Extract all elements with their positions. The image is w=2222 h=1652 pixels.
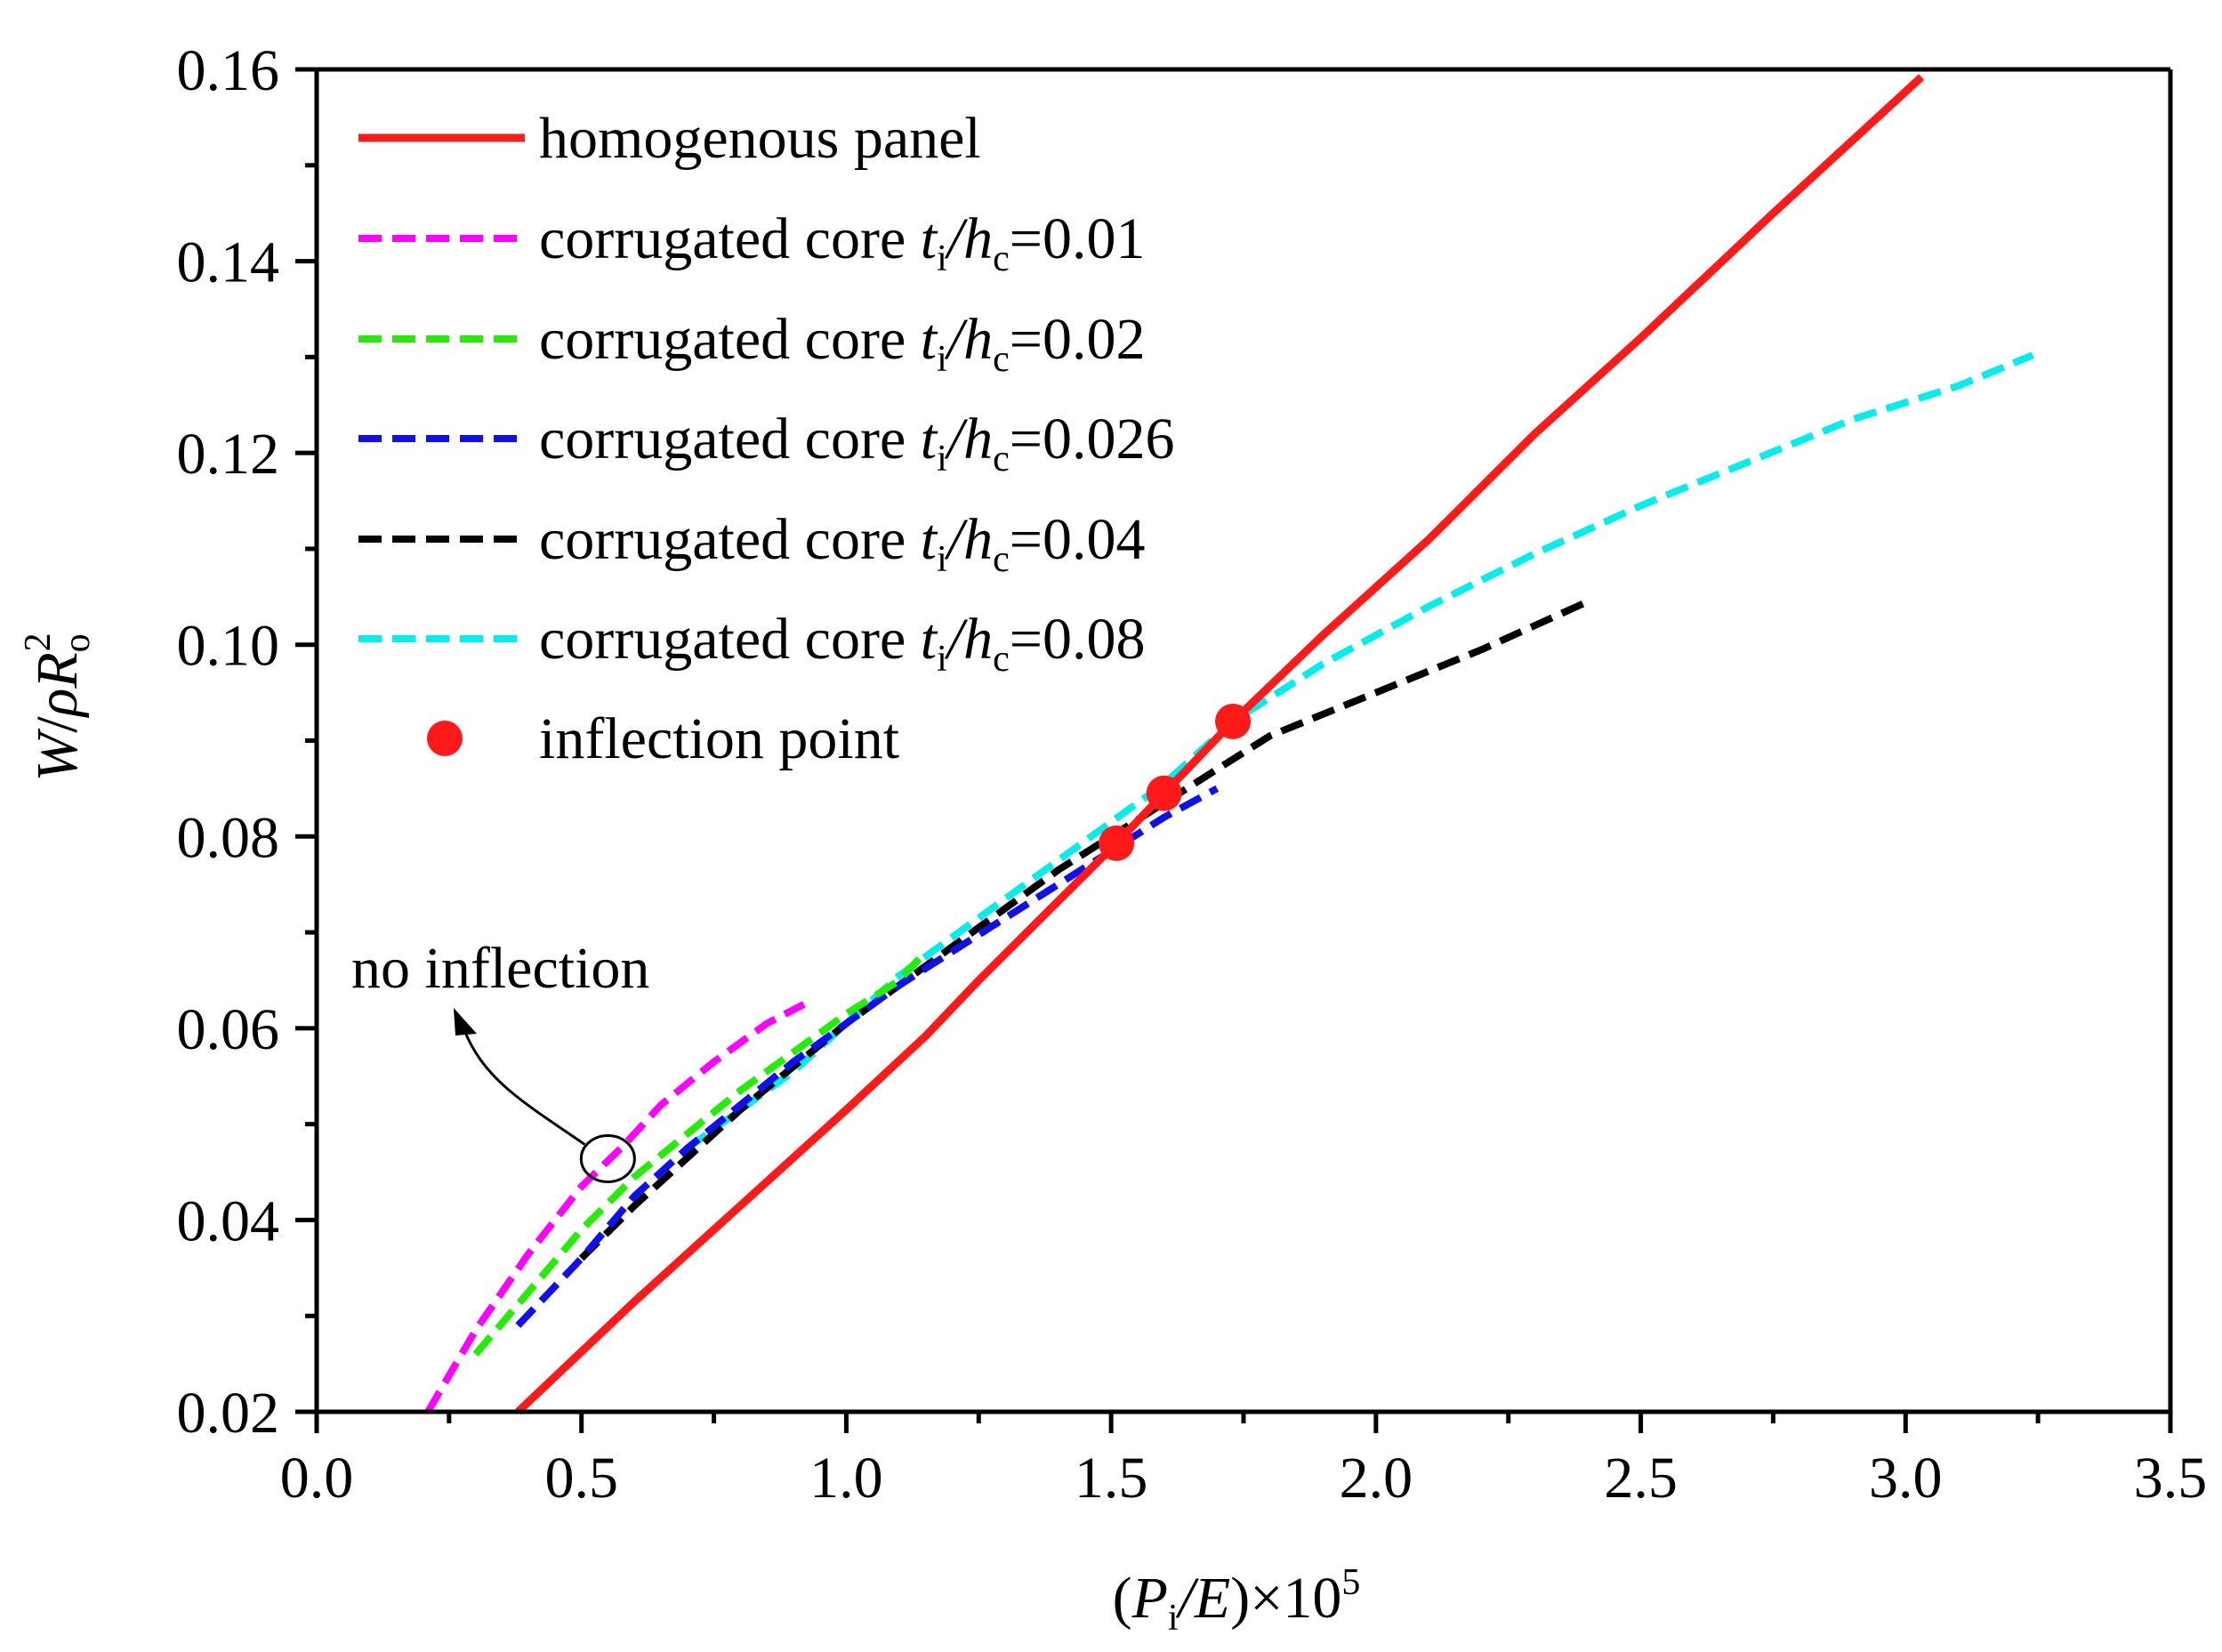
legend-label-h: /h bbox=[944, 607, 993, 672]
x-tick-label-3: 1.5 bbox=[1075, 1446, 1148, 1511]
legend-label-h-sub: c bbox=[993, 439, 1010, 479]
legend-marker-inflection bbox=[427, 721, 463, 756]
annotation: no inflection bbox=[351, 936, 649, 1183]
legend-label-t: t bbox=[921, 507, 938, 572]
legend-label-1: corrugated core ti/hc=0.01 bbox=[539, 206, 1146, 279]
legend-label-t-sub: i bbox=[937, 238, 947, 279]
legend-label-0: homogenous panel bbox=[539, 106, 981, 171]
annotation-text: no inflection bbox=[351, 936, 649, 1001]
x-tick-label-1: 0.5 bbox=[544, 1446, 618, 1511]
legend-label-prefix: corrugated core bbox=[539, 507, 921, 572]
legend-label-t: t bbox=[921, 407, 938, 471]
legend-label-prefix: corrugated core bbox=[539, 307, 921, 372]
legend-label-3: corrugated core ti/hc=0.026 bbox=[539, 407, 1175, 479]
series-line-2 bbox=[472, 948, 929, 1357]
legend-label-2: corrugated core ti/hc=0.02 bbox=[539, 307, 1146, 380]
y-tick-label-7: 0.16 bbox=[177, 38, 280, 103]
legend-label-inflection: inflection point bbox=[539, 706, 899, 771]
legend-label-h: /h bbox=[944, 407, 993, 471]
legend-label-value: =0.08 bbox=[1010, 607, 1146, 672]
x-tick-label-0: 0.0 bbox=[280, 1446, 354, 1511]
legend-label-h-sub: c bbox=[993, 238, 1010, 279]
x-axis-label: (Pi/E)×105 bbox=[1113, 1562, 1361, 1639]
x-tick-label-6: 3.0 bbox=[1869, 1446, 1943, 1511]
legend-label-5: corrugated core ti/hc=0.08 bbox=[539, 607, 1146, 680]
legend-label-t: t bbox=[921, 607, 938, 672]
inflection-point-marker-0 bbox=[1099, 825, 1135, 861]
legend-label-t: t bbox=[921, 307, 938, 372]
legend-label-h: /h bbox=[944, 507, 993, 572]
legend-label-prefix: corrugated core bbox=[539, 407, 921, 471]
legend-label-t-sub: i bbox=[937, 439, 947, 479]
axes-layer: 0.0 0.5 1.0 1.5 2.0 2.5 3.0 3.5 0.02 0.04 0.06 0.08… bbox=[177, 38, 2208, 1511]
legend-label-h-sub: c bbox=[993, 539, 1010, 580]
legend-label-h: /h bbox=[944, 307, 993, 372]
y-tick-label-2: 0.06 bbox=[177, 997, 280, 1062]
plot-content bbox=[424, 74, 2034, 1415]
x-tick-label-7: 3.5 bbox=[2134, 1446, 2208, 1511]
legend-label-text: homogenous panel bbox=[539, 106, 981, 171]
y-tick-label-0: 0.02 bbox=[177, 1381, 280, 1446]
y-tick-label-3: 0.08 bbox=[177, 805, 280, 870]
legend-label-value: =0.01 bbox=[1010, 206, 1146, 271]
legend-label-h-sub: c bbox=[993, 639, 1010, 680]
annotation-arrowhead bbox=[454, 1008, 477, 1036]
inflection-point-marker-2 bbox=[1215, 703, 1252, 739]
legend-label-t-sub: i bbox=[937, 639, 947, 680]
annotation-circle bbox=[579, 1133, 636, 1183]
x-tick-label-5: 2.5 bbox=[1604, 1446, 1678, 1511]
y-tick-label-4: 0.10 bbox=[177, 614, 280, 679]
y-tick-label-5: 0.12 bbox=[177, 422, 280, 487]
x-tick-label-4: 2.0 bbox=[1340, 1446, 1413, 1511]
legend-label-t-sub: i bbox=[937, 539, 947, 580]
legend-label-value: =0.04 bbox=[1010, 507, 1146, 572]
y-axis-label: W/ρRo2 bbox=[18, 633, 98, 781]
legend-label-t: t bbox=[921, 206, 938, 271]
annotation-arrow-curve bbox=[463, 1029, 586, 1146]
legend-label-4: corrugated core ti/hc=0.04 bbox=[539, 507, 1146, 580]
series-line-5 bbox=[685, 351, 2034, 1151]
legend-label-value: =0.026 bbox=[1010, 407, 1175, 471]
x-tick-label-2: 1.0 bbox=[809, 1446, 883, 1511]
series-line-4 bbox=[578, 598, 1590, 1261]
legend-label-h: /h bbox=[944, 206, 993, 271]
y-tick-label-1: 0.04 bbox=[177, 1189, 280, 1253]
legend-label-t-sub: i bbox=[937, 339, 947, 380]
legend-label-prefix: corrugated core bbox=[539, 607, 921, 672]
legend-label-h-sub: c bbox=[993, 339, 1010, 380]
legend-label-value: =0.02 bbox=[1010, 307, 1146, 372]
inflection-point-marker-1 bbox=[1146, 775, 1182, 811]
legend-label-prefix: corrugated core bbox=[539, 206, 921, 271]
y-tick-label-6: 0.14 bbox=[177, 230, 280, 295]
